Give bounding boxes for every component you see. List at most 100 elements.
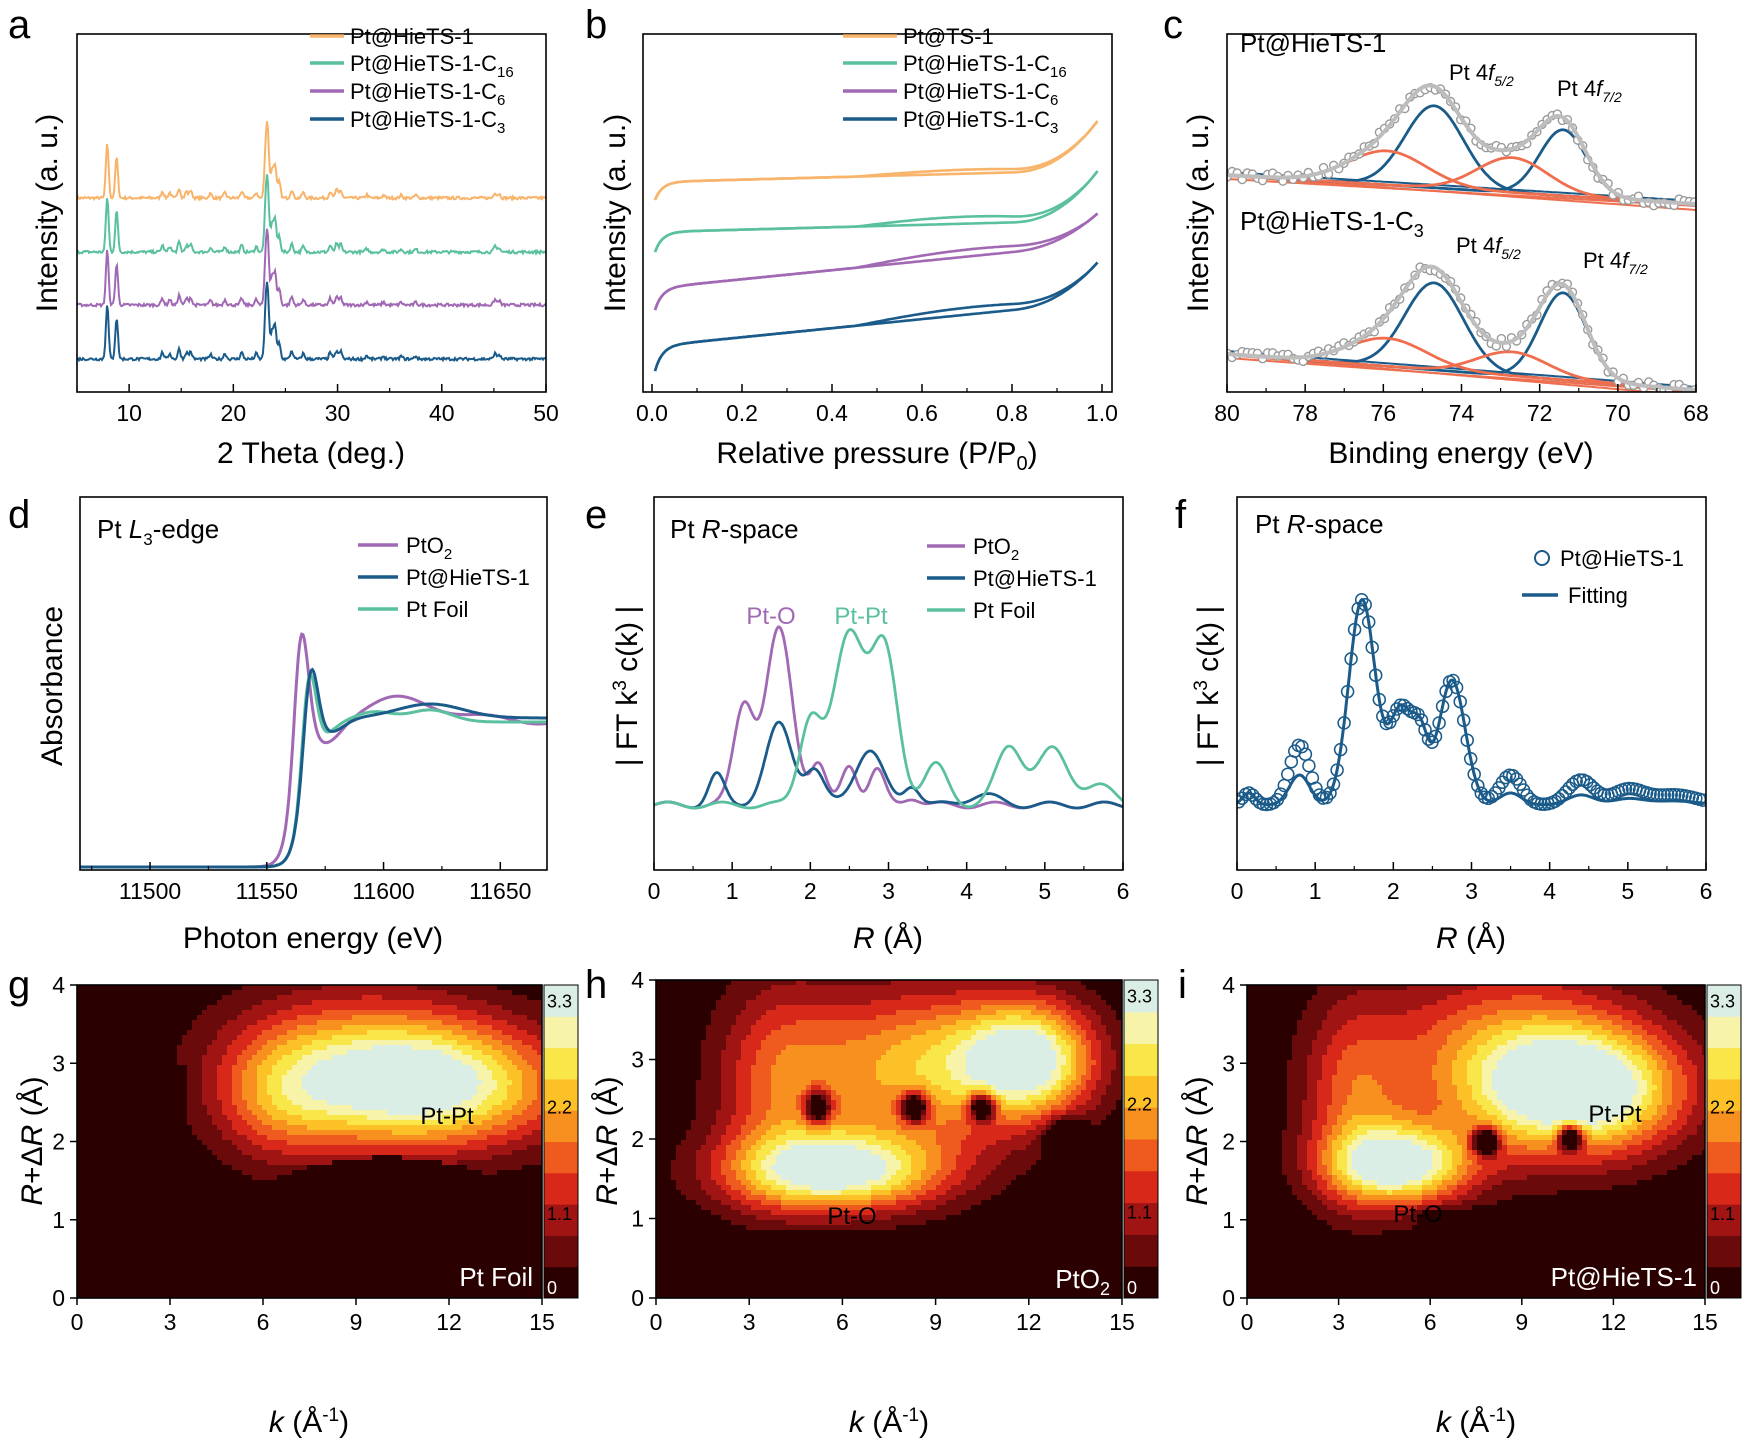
wavelet-cell — [102, 1015, 108, 1021]
wavelet-cell — [97, 1165, 103, 1171]
wavelet-cell — [287, 1050, 293, 1056]
wavelet-cell — [152, 1075, 158, 1081]
wavelet-cell — [97, 1215, 103, 1221]
wavelet-cell — [302, 1025, 308, 1031]
wavelet-cell — [317, 1005, 323, 1011]
wavelet-cell — [407, 1040, 413, 1046]
wavelet-cell — [207, 1170, 213, 1176]
wavelet-cell — [382, 1190, 388, 1196]
wavelet-cell — [132, 1105, 138, 1111]
wavelet-cell — [372, 1245, 378, 1251]
wavelet-cell — [307, 1220, 313, 1226]
wavelet-cell — [267, 1015, 273, 1021]
wavelet-cell — [242, 1210, 248, 1216]
wavelet-cell — [182, 990, 188, 996]
wavelet-cell — [332, 1035, 338, 1041]
wavelet-cell — [392, 1250, 398, 1256]
wavelet-cell — [317, 1125, 323, 1131]
wavelet-cell — [112, 1250, 118, 1256]
wavelet-cell — [162, 985, 168, 991]
wavelet-cell — [382, 1250, 388, 1256]
wavelet-cell — [317, 1030, 323, 1036]
wavelet-cell — [212, 1140, 218, 1146]
wavelet-cell — [257, 1110, 263, 1116]
wavelet-cell — [192, 1080, 198, 1086]
fit-data-point — [1650, 788, 1664, 802]
wavelet-cell — [117, 1065, 123, 1071]
wavelet-cell — [197, 1145, 203, 1151]
wavelet-cell — [307, 1260, 313, 1266]
wavelet-cell — [192, 1245, 198, 1251]
wavelet-cell — [237, 1235, 243, 1241]
wavelet-cell — [412, 1290, 418, 1296]
wavelet-cell — [362, 985, 368, 991]
fit-data-point — [1667, 788, 1682, 802]
wavelet-cell — [292, 1080, 298, 1086]
wavelet-cell — [187, 1265, 193, 1271]
wavelet-cell — [307, 1115, 313, 1121]
wavelet-cell — [157, 985, 163, 991]
wavelet-cell — [157, 1000, 163, 1006]
wavelet-cell — [127, 1035, 133, 1041]
wavelet-cell — [302, 1150, 308, 1156]
wavelet-cell — [357, 1215, 363, 1221]
wavelet-cell — [297, 1125, 303, 1131]
wavelet-cell — [347, 1245, 353, 1251]
wavelet-cell — [372, 1135, 378, 1141]
wavelet-cell — [287, 1030, 293, 1036]
wavelet-cell — [347, 1020, 353, 1026]
wavelet-cell — [312, 1100, 318, 1106]
wavelet-cell — [297, 1050, 303, 1056]
wavelet-cell — [222, 1210, 228, 1216]
legend-f-0: Pt@HieTS-1 — [1560, 546, 1684, 571]
wavelet-cell — [197, 1240, 203, 1246]
wavelet-cell — [312, 1125, 318, 1131]
wavelet-cell — [292, 1215, 298, 1221]
wavelet-cell — [392, 1245, 398, 1251]
wavelet-cell — [277, 1050, 283, 1056]
wavelet-cell — [352, 1185, 358, 1191]
wavelet-cell — [267, 1180, 273, 1186]
wavelet-cell — [132, 1215, 138, 1221]
wavelet-cell — [82, 1260, 88, 1266]
wavelet-cell — [317, 1245, 323, 1251]
wavelet-cell — [407, 1275, 413, 1281]
fit-series-group — [1237, 593, 1706, 812]
wavelet-cell — [137, 1235, 143, 1241]
wavelet-cell — [407, 1050, 413, 1056]
wavelet-cell — [102, 1145, 108, 1151]
wavelet-cell — [297, 1060, 303, 1066]
wavelet-cell — [327, 1070, 333, 1076]
wavelet-cell — [352, 1260, 358, 1266]
wavelet-cell — [402, 1125, 408, 1131]
wavelet-cell — [337, 1230, 343, 1236]
wavelet-cell — [417, 1295, 423, 1298]
wavelet-cell — [407, 1295, 413, 1298]
wavelet-cell — [272, 1220, 278, 1226]
wavelet-cell — [187, 1260, 193, 1266]
wavelet-cell — [337, 1185, 343, 1191]
wavelet-cell — [132, 1115, 138, 1121]
wavelet-cell — [117, 1150, 123, 1156]
wavelet-cell — [167, 1175, 173, 1181]
wavelet-cell — [102, 1075, 108, 1081]
wavelet-cell — [117, 1035, 123, 1041]
wavelet-cell — [152, 1185, 158, 1191]
wavelet-cell — [242, 1005, 248, 1011]
wavelet-cell — [282, 1295, 288, 1298]
wavelet-cell — [167, 1065, 173, 1071]
wavelet-cell — [357, 990, 363, 996]
wavelet-cell — [252, 1205, 258, 1211]
wavelet-cell — [282, 1135, 288, 1141]
wavelet-cell — [277, 1210, 283, 1216]
wavelet-cell — [372, 1255, 378, 1261]
wavelet-cell — [97, 1200, 103, 1206]
wavelet-cell — [387, 1105, 393, 1111]
wavelet-cell — [207, 1145, 213, 1151]
wavelet-cell — [127, 1145, 133, 1151]
wavelet-cell — [262, 1075, 268, 1081]
wavelet-cell — [302, 1105, 308, 1111]
wavelet-cell — [272, 1140, 278, 1146]
wavelet-cell — [232, 1045, 238, 1051]
